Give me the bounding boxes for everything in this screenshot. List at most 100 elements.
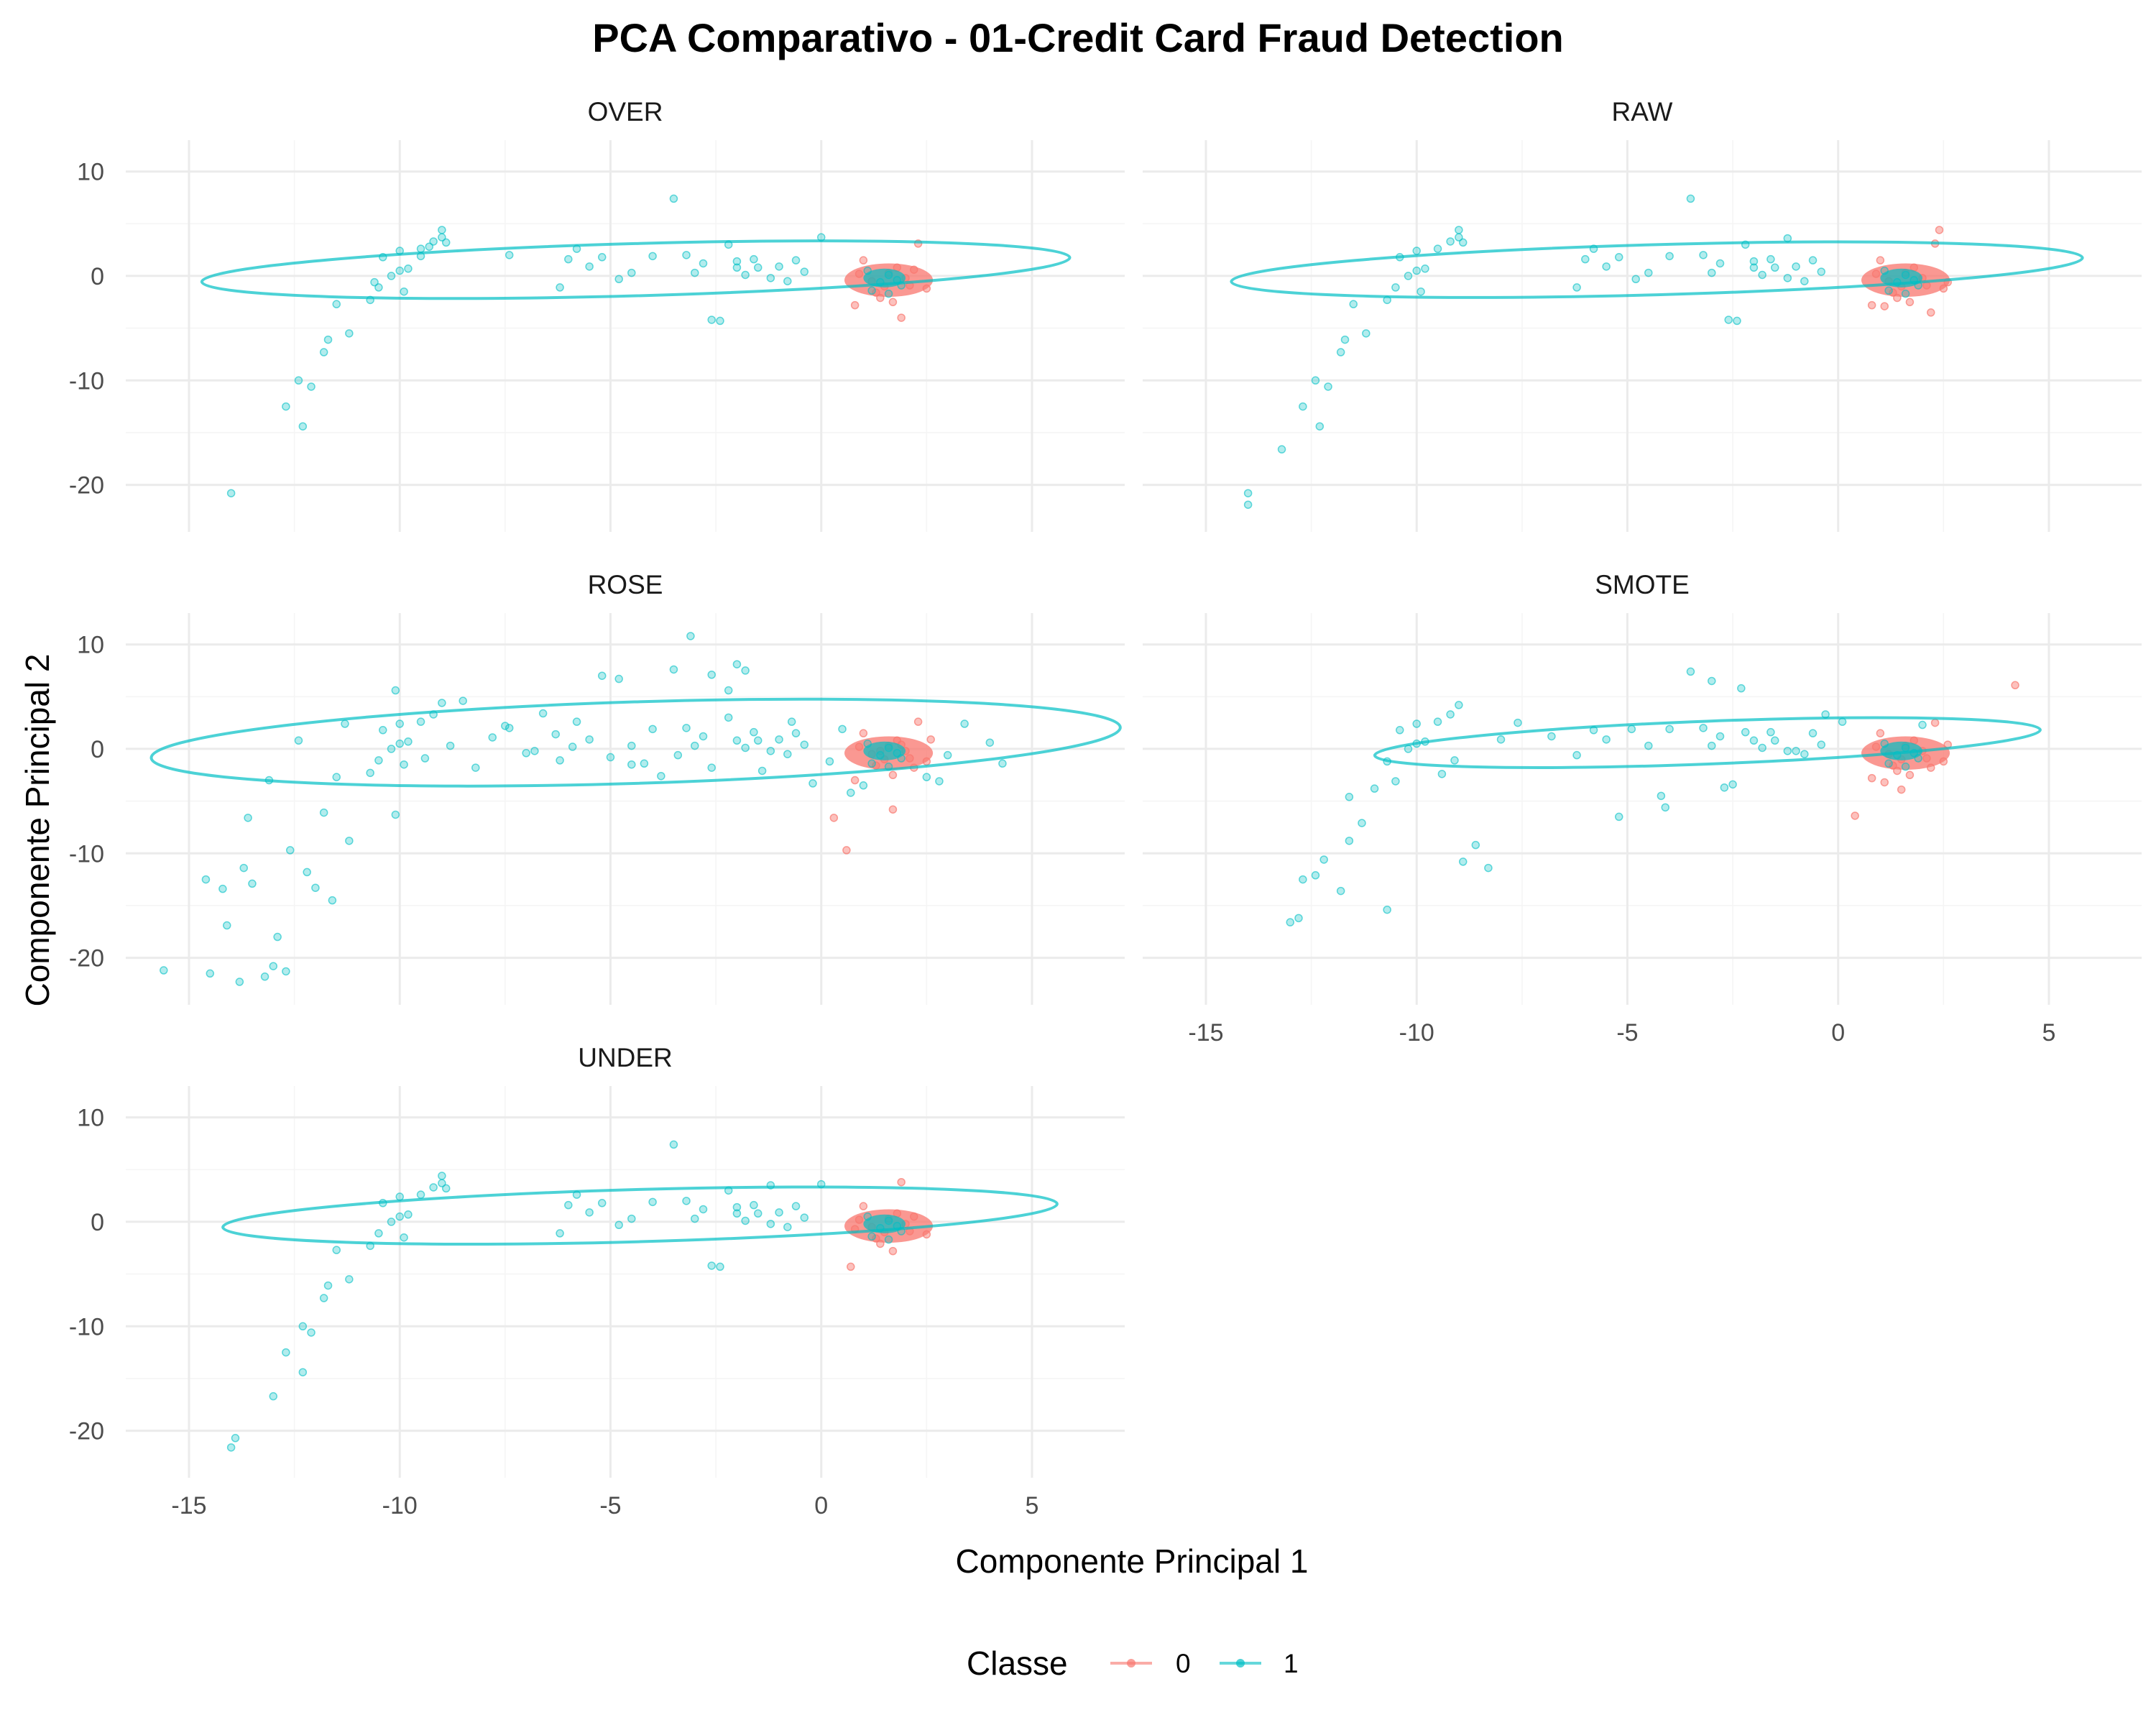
confidence-ellipse-class-1	[1373, 716, 2042, 769]
point-class-1	[273, 932, 282, 942]
point-class-1	[564, 254, 573, 264]
point-class-1	[488, 733, 497, 742]
point-class-1	[298, 422, 308, 431]
point-class-1	[1404, 272, 1413, 280]
y-tick-label: 0	[91, 263, 104, 290]
point-class-1	[441, 238, 451, 247]
point-class-1	[201, 875, 211, 884]
point-class-1	[332, 1246, 341, 1254]
point-class-1	[366, 768, 374, 778]
point-class-1	[783, 1223, 792, 1231]
x-tick-label: -10	[382, 1492, 418, 1519]
y-axis-title: Componente Principal 2	[19, 654, 56, 1007]
point-class-1	[1817, 267, 1826, 276]
point-class-1	[400, 287, 408, 296]
point-class-1	[884, 289, 893, 298]
point-class-1	[235, 978, 244, 986]
point-class-1	[1901, 289, 1910, 298]
point-class-1	[1766, 727, 1775, 737]
point-class-1	[345, 1275, 354, 1284]
point-class-1	[699, 732, 708, 741]
point-class-0	[1935, 226, 1944, 234]
point-class-1	[724, 713, 733, 722]
point-class-1	[1758, 270, 1766, 280]
point-class-1	[1715, 259, 1725, 268]
point-class-1	[699, 259, 708, 268]
x-axis-title: Componente Principal 1	[956, 1542, 1309, 1580]
point-class-1	[1699, 251, 1708, 259]
point-class-0	[859, 729, 868, 737]
point-class-1	[741, 270, 750, 280]
legend-entry-class-0: 0	[1110, 1649, 1191, 1678]
point-class-1	[395, 1212, 404, 1221]
point-class-1	[1686, 667, 1695, 676]
point-class-0	[1930, 718, 1940, 727]
point-class-1	[741, 743, 750, 753]
y-tick-label: 10	[77, 1105, 104, 1132]
point-class-1	[564, 1200, 573, 1210]
legend-entry-class-1: 1	[1220, 1649, 1299, 1678]
point-class-1	[800, 1213, 809, 1222]
point-class-1	[438, 1172, 446, 1180]
panel-grid	[126, 613, 1125, 1005]
point-class-0	[850, 300, 860, 310]
point-class-1	[387, 745, 396, 753]
facet-panels: OVER 10 0 -10 -20 RAW ROSE 10 0 -10 -20 SMOTE -15 -10…	[69, 97, 2142, 1519]
point-class-1	[374, 1229, 383, 1238]
point-class-1	[1547, 732, 1556, 741]
point-class-1	[307, 382, 315, 391]
point-class-1	[1724, 316, 1733, 324]
point-class-1	[808, 779, 817, 788]
x-tick-label: -10	[1399, 1019, 1434, 1046]
point-class-1	[753, 1209, 763, 1218]
point-class-1	[1336, 348, 1345, 356]
point-class-1	[438, 699, 446, 707]
point-class-1	[404, 1210, 413, 1219]
point-class-1	[648, 1197, 657, 1207]
point-class-1	[438, 226, 446, 234]
point-class-1	[1708, 741, 1716, 750]
point-class-1	[522, 748, 530, 758]
point-class-1	[538, 709, 548, 718]
point-class-1	[505, 724, 514, 732]
point-class-1	[282, 967, 290, 976]
point-class-1	[1450, 756, 1459, 765]
point-class-1	[732, 660, 742, 668]
point-class-1	[1708, 676, 1716, 686]
point-class-1	[328, 896, 337, 905]
point-class-1	[707, 316, 716, 324]
point-class-1	[1708, 268, 1716, 277]
point-class-1	[1396, 726, 1404, 735]
point-class-1	[1808, 256, 1818, 264]
panel-points	[1286, 667, 2019, 926]
point-class-1	[716, 1262, 724, 1271]
point-class-1	[1602, 262, 1611, 271]
x-tick-label: 5	[1026, 1492, 1039, 1519]
point-class-1	[585, 262, 594, 271]
point-class-1	[1370, 784, 1379, 793]
x-tick-label: -5	[599, 1492, 621, 1519]
point-class-1	[319, 808, 328, 817]
point-class-1	[307, 1328, 315, 1337]
point-class-1	[425, 242, 434, 251]
point-class-1	[847, 788, 855, 797]
point-class-1	[1336, 886, 1345, 896]
point-class-1	[1661, 803, 1670, 812]
point-class-1	[614, 674, 623, 684]
point-class-1	[753, 263, 763, 272]
y-tick-label: 0	[91, 736, 104, 763]
point-class-1	[1749, 263, 1759, 272]
point-class-1	[1433, 244, 1442, 253]
confidence-ellipse-class-1	[1230, 240, 2084, 299]
point-class-1	[1749, 257, 1759, 266]
point-class-1	[1362, 329, 1370, 338]
panel-points	[226, 1140, 934, 1452]
point-class-1	[341, 719, 349, 728]
point-class-1	[783, 750, 792, 758]
point-class-1	[1572, 283, 1581, 292]
point-class-1	[1783, 747, 1792, 755]
point-class-1	[640, 759, 649, 768]
point-class-1	[732, 1209, 742, 1218]
point-class-1	[1792, 747, 1800, 755]
point-class-1	[416, 1190, 425, 1199]
